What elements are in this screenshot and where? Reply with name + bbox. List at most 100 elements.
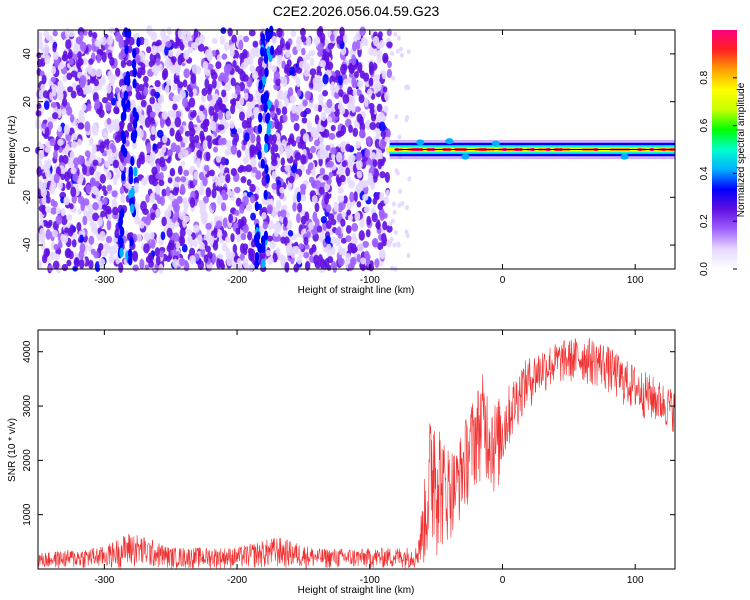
heatmap-cell xyxy=(205,187,212,198)
heatmap-cell xyxy=(241,119,249,130)
heatmap-cell xyxy=(221,243,228,252)
heatmap-cell xyxy=(334,109,340,117)
heatmap-cell xyxy=(151,166,158,176)
heatmap-cell xyxy=(211,50,217,57)
heatmap-streak xyxy=(265,113,270,124)
heatmap-cell xyxy=(204,69,211,76)
heatmap-cell xyxy=(43,43,50,55)
heatmap-cell xyxy=(155,255,161,266)
heatmap-cell xyxy=(250,157,257,168)
heatmap-cell xyxy=(252,40,259,48)
heatmap-cell xyxy=(66,259,72,267)
heatmap-cell xyxy=(350,154,356,162)
heatmap-cell xyxy=(232,60,237,69)
heatmap-cell xyxy=(43,100,50,111)
heatmap-cell xyxy=(104,205,112,214)
heatmap-cell xyxy=(111,144,117,154)
x-tick-label: -200 xyxy=(227,275,247,286)
heatmap-cell xyxy=(91,144,97,154)
heatmap-cell xyxy=(355,160,362,170)
heatmap-cell xyxy=(371,237,379,248)
heatmap-cell xyxy=(211,37,218,45)
heatmap-cell xyxy=(280,236,286,244)
y-tick-label: 40 xyxy=(22,48,33,60)
heatmap-cell xyxy=(78,109,85,120)
heatmap-cell xyxy=(215,155,222,163)
heatmap-cell xyxy=(108,254,115,264)
heatmap-streak xyxy=(265,173,270,184)
heatmap-cell xyxy=(156,129,164,139)
heatmap-cell xyxy=(351,222,359,232)
heatmap-cell xyxy=(239,96,245,106)
heatmap-cell xyxy=(316,225,323,233)
heatmap-cell xyxy=(188,90,194,98)
colorbar-tick-label: 0.8 xyxy=(699,70,710,84)
heatmap-cell xyxy=(190,73,197,84)
heatmap-cell xyxy=(93,78,99,87)
heatmap-cell xyxy=(239,70,247,82)
heatmap-cell xyxy=(291,246,298,254)
heatmap-cell xyxy=(383,55,388,62)
heatmap-cell xyxy=(152,143,157,151)
heatmap-cell xyxy=(291,104,298,114)
heatmap-cell xyxy=(44,126,50,137)
heatmap-cell xyxy=(69,203,74,210)
snr-xlabel: Height of straight line (km) xyxy=(298,585,415,596)
heatmap-cell xyxy=(314,202,320,213)
heatmap-cell xyxy=(368,102,375,110)
heatmap-cell xyxy=(101,75,106,86)
heatmap-cell xyxy=(79,242,86,254)
heatmap-cell xyxy=(35,110,42,117)
heatmap-cell xyxy=(155,58,161,66)
heatmap-cell xyxy=(164,208,172,219)
heatmap-cell xyxy=(274,221,281,230)
heatmap-cell xyxy=(371,212,378,223)
heatmap-cell xyxy=(276,107,282,116)
heatmap-cell xyxy=(165,186,171,197)
heatmap-cell xyxy=(225,63,232,73)
heatmap-cell xyxy=(60,207,66,217)
heatmap-streak xyxy=(126,99,131,110)
heatmap-cell xyxy=(217,178,223,187)
heatmap-streak xyxy=(123,147,128,158)
heatmap-cell xyxy=(188,97,196,108)
heatmap-cell xyxy=(204,164,210,172)
heatmap-cell xyxy=(346,209,352,216)
heatmap-cell xyxy=(164,84,170,95)
heatmap-cell xyxy=(246,179,252,187)
heatmap-cell xyxy=(334,237,341,247)
heatmap-cell xyxy=(45,169,51,178)
heatmap-streak xyxy=(269,45,275,56)
heatmap-cell xyxy=(318,186,325,195)
heatmap-cell xyxy=(230,144,238,155)
heatmap-cell xyxy=(239,111,245,122)
heatmap-cell xyxy=(338,88,344,98)
heatmap-cell xyxy=(175,110,182,118)
heatmap-streak xyxy=(263,189,268,200)
heatmap-cell xyxy=(221,53,228,60)
heatmap-cell xyxy=(376,103,383,113)
heatmap-cell xyxy=(305,53,311,61)
heatmap-cell xyxy=(390,51,395,57)
heatmap-cell xyxy=(249,183,256,193)
heatmap-cell xyxy=(183,149,189,158)
heatmap-streak xyxy=(257,149,262,160)
heatmap-cell xyxy=(174,203,180,213)
heatmap-cell xyxy=(134,215,141,225)
heatmap-cell xyxy=(161,110,168,120)
heatmap-cell xyxy=(92,121,100,133)
heatmap-cell xyxy=(102,96,109,104)
heatmap-streak xyxy=(254,233,259,244)
heatmap-cell xyxy=(297,141,303,149)
heatmap-cell xyxy=(288,175,295,184)
heatmap-cell xyxy=(382,220,388,231)
heatmap-cell xyxy=(144,59,150,68)
heatmap-cell xyxy=(207,83,213,92)
heatmap-cell xyxy=(276,121,283,132)
heatmap-cell xyxy=(375,149,383,160)
heatmap-cell xyxy=(184,130,191,137)
heatmap-cell xyxy=(224,84,231,92)
heatmap-cell xyxy=(172,258,179,269)
heatmap-cell xyxy=(126,84,133,92)
heatmap-cell xyxy=(82,164,88,176)
